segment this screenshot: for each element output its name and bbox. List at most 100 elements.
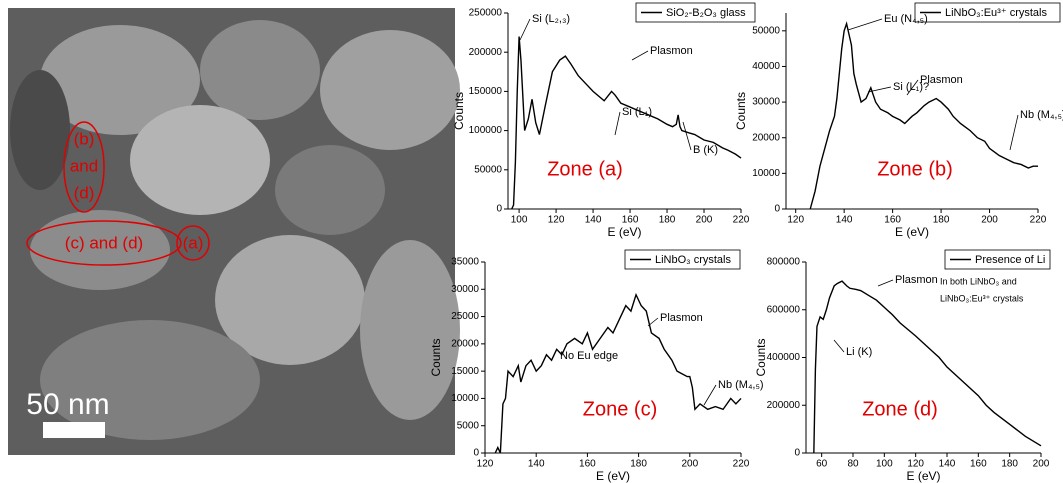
zone-label: (d) xyxy=(74,183,95,202)
scale-bar-label: 50 nm xyxy=(26,388,109,421)
y-axis-label: Counts xyxy=(754,338,768,376)
annotation: Li (K) xyxy=(846,346,872,358)
annotation-arrow xyxy=(867,86,892,93)
x-tick-label: 60 xyxy=(816,459,828,470)
zone-label: (a) xyxy=(183,233,204,252)
y-tick-label: 50000 xyxy=(752,25,780,36)
x-tick-label: 220 xyxy=(1030,215,1047,226)
x-tick-label: 140 xyxy=(836,215,853,226)
x-axis-label: E (eV) xyxy=(895,225,929,239)
x-axis-label: E (eV) xyxy=(596,469,630,483)
x-tick-label: 120 xyxy=(907,459,924,470)
x-tick-label: 120 xyxy=(548,215,565,226)
annotation: Nb (M₄,₅) xyxy=(718,379,764,391)
spectrum-line xyxy=(813,280,1042,454)
x-tick-label: 140 xyxy=(528,459,545,470)
y-tick-label: 400000 xyxy=(767,352,801,363)
zone-label: Zone (c) xyxy=(583,398,657,420)
annotation-arrow xyxy=(1009,114,1019,151)
y-tick-label: 0 xyxy=(774,204,780,215)
annotation-arrow xyxy=(847,18,883,31)
legend-label: LiNbO₃:Eu³⁺ crystals xyxy=(945,7,1047,19)
y-axis-label: Counts xyxy=(429,338,443,376)
annotation-arrow xyxy=(833,339,845,353)
y-tick-label: 10000 xyxy=(752,168,780,179)
annotation: Nb (M₄,₅) xyxy=(1020,109,1063,121)
annotation: Eu (N₄,₅) xyxy=(884,13,928,25)
x-tick-label: 220 xyxy=(733,215,750,226)
y-tick-label: 600000 xyxy=(767,304,801,315)
legend-box xyxy=(624,249,741,270)
y-tick-label: 5000 xyxy=(457,420,480,431)
x-tick-label: 200 xyxy=(681,459,698,470)
y-tick-label: 40000 xyxy=(752,61,780,72)
y-tick-label: 0 xyxy=(794,448,800,459)
legend-box xyxy=(914,2,1061,23)
y-tick-label: 200000 xyxy=(767,400,801,411)
y-tick-label: 0 xyxy=(496,204,502,215)
y-tick-label: 800000 xyxy=(767,257,801,268)
x-tick-label: 120 xyxy=(477,459,494,470)
zone-label: (c) and (d) xyxy=(65,233,143,252)
x-tick-label: 200 xyxy=(1033,459,1050,470)
y-tick-label: 100000 xyxy=(469,125,503,136)
annotation-arrow xyxy=(703,384,717,406)
zone-label: Zone (b) xyxy=(877,158,953,180)
x-tick-label: 160 xyxy=(970,459,987,470)
zone-label: and xyxy=(70,156,98,175)
x-tick-label: 200 xyxy=(981,215,998,226)
annotation: No Eu edge xyxy=(560,350,618,362)
annotation-arrow xyxy=(906,79,919,96)
x-tick-label: 140 xyxy=(585,215,602,226)
x-tick-label: 140 xyxy=(939,459,956,470)
annotation-arrow xyxy=(682,121,692,151)
x-tick-label: 120 xyxy=(787,215,804,226)
x-tick-label: 180 xyxy=(659,215,676,226)
y-tick-label: 30000 xyxy=(752,97,780,108)
x-tick-label: 100 xyxy=(511,215,528,226)
y-tick-label: 200000 xyxy=(469,47,503,58)
annotation: Plasmon xyxy=(660,312,703,324)
annotation: Si (L₂,₃) xyxy=(532,13,570,25)
x-tick-label: 100 xyxy=(876,459,893,470)
y-tick-label: 15000 xyxy=(451,366,479,377)
y-tick-label: 0 xyxy=(473,448,479,459)
zone-label: (b) xyxy=(74,129,95,148)
y-tick-label: 35000 xyxy=(451,257,479,268)
legend-label: SiO₂-B₂O₃ glass xyxy=(666,7,746,19)
y-tick-label: 50000 xyxy=(474,164,502,175)
annotation: Plasmon xyxy=(650,45,693,57)
spectrum-line xyxy=(809,21,1038,210)
annotation: Si (L₁)? xyxy=(893,81,929,93)
y-tick-label: 30000 xyxy=(451,284,479,295)
x-tick-label: 200 xyxy=(696,215,713,226)
annotation: In both LiNbO₃ and xyxy=(940,276,1017,286)
annotation-arrow xyxy=(647,317,659,327)
y-tick-label: 10000 xyxy=(451,393,479,404)
x-tick-label: 160 xyxy=(622,215,639,226)
x-tick-label: 180 xyxy=(1001,459,1018,470)
y-tick-label: 150000 xyxy=(469,86,503,97)
spectrum-line xyxy=(511,36,742,210)
y-axis-label: Counts xyxy=(734,92,748,130)
x-tick-label: 220 xyxy=(733,459,750,470)
legend-label: Presence of Li xyxy=(975,254,1045,266)
y-tick-label: 20000 xyxy=(752,132,780,143)
x-tick-label: 80 xyxy=(847,459,859,470)
legend-label: LiNbO₃ crystals xyxy=(655,254,731,266)
annotation: B (K) xyxy=(693,144,718,156)
y-tick-label: 250000 xyxy=(469,8,503,19)
x-tick-label: 160 xyxy=(579,459,596,470)
y-tick-label: 25000 xyxy=(451,311,479,322)
annotation: Si (L₁) xyxy=(622,106,652,118)
legend-box xyxy=(944,249,1051,270)
annotation: Plasmon xyxy=(895,274,938,286)
zone-label: Zone (a) xyxy=(547,158,623,180)
annotation-arrow xyxy=(631,50,649,61)
x-tick-label: 160 xyxy=(884,215,901,226)
x-tick-label: 180 xyxy=(933,215,950,226)
x-axis-label: E (eV) xyxy=(607,225,641,239)
legend-box xyxy=(635,2,756,23)
zone-label: Zone (d) xyxy=(862,398,938,420)
